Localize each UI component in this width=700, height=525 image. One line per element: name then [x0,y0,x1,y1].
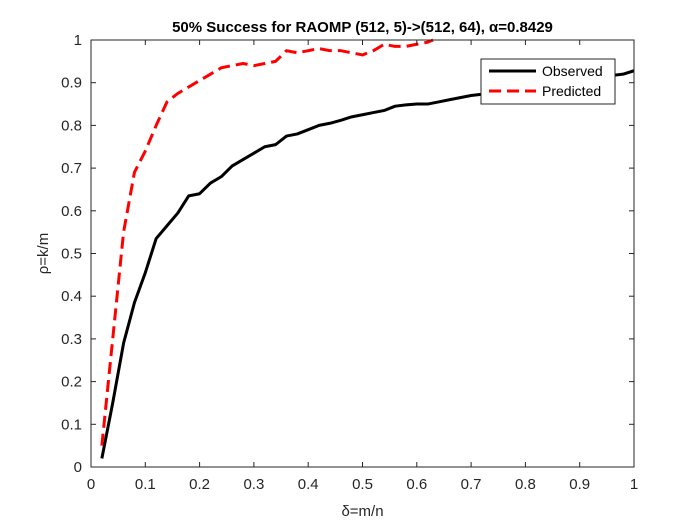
x-tick-label: 0.8 [515,476,536,493]
plot-area [91,40,634,467]
chart-title: 50% Success for RAOMP (512, 5)->(512, 64… [172,19,553,36]
y-tick-label: 0.4 [61,288,82,305]
axes-layer: 0 0.1 0.2 0.3 0.4 0.5 0.6 0.7 0.8 0.9 1 0 0.1 0.2 0.3 0… [61,32,638,493]
legend: Observed Predicted [480,58,616,105]
legend-label-predicted: Predicted [542,83,601,99]
y-tick-label: 0.8 [61,117,82,134]
y-tick-label: 0.9 [61,75,82,92]
x-tick-label: 0.1 [135,476,156,493]
y-tick-label: 1 [74,32,82,49]
y-tick-label: 0.6 [61,203,82,220]
x-tick-label: 0 [87,476,95,493]
legend-label-observed: Observed [542,63,603,79]
y-tick-label: 0.1 [61,416,82,433]
x-tick-label: 0.2 [189,476,210,493]
x-tick-label: 0.7 [461,476,482,493]
x-tick-label: 0.9 [569,476,590,493]
x-tick-label: 0.5 [352,476,373,493]
y-tick-label: 0.5 [61,246,82,263]
y-axis-label: ρ=k/m [35,233,52,274]
y-tick-label: 0 [74,459,82,476]
x-tick-label: 0.6 [406,476,427,493]
y-tick-label: 0.7 [61,160,82,177]
x-tick-label: 1 [630,476,638,493]
x-tick-label: 0.4 [298,476,319,493]
y-tick-label: 0.3 [61,331,82,348]
y-tick-label: 0.2 [61,374,82,391]
series-line-predicted [100,38,434,446]
x-tick-label: 0.3 [243,476,264,493]
legend-box [480,58,616,105]
x-axis-label: δ=m/n [341,503,383,520]
